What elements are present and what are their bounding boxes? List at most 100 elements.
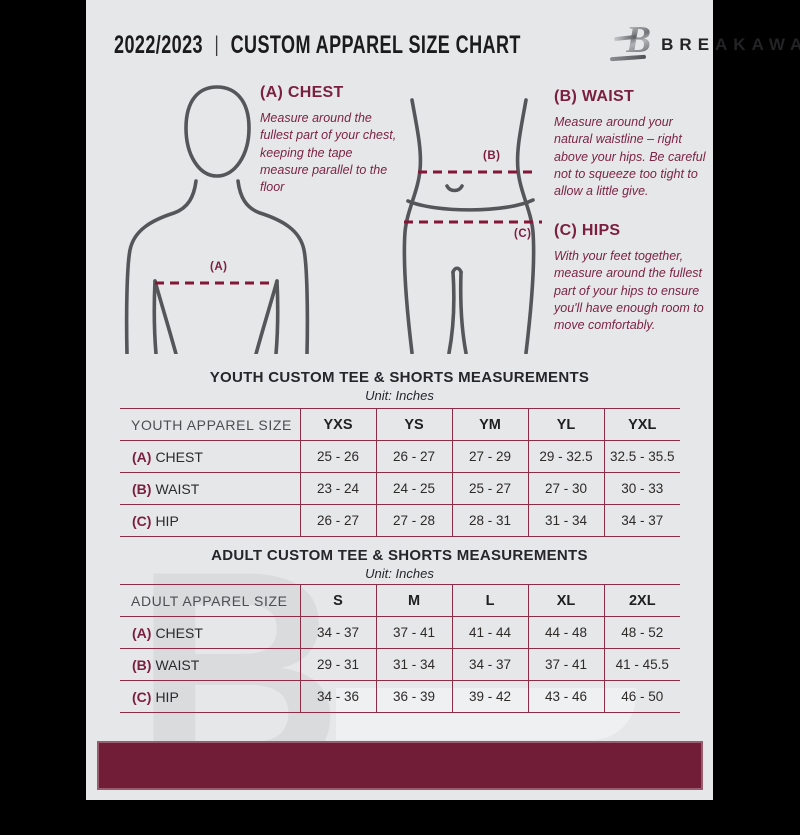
- size-header-xl: XL: [527, 584, 604, 617]
- size-header-m: M: [375, 584, 452, 617]
- lower-body-figure: [402, 98, 542, 354]
- cell: 34 - 37: [299, 616, 376, 649]
- cell: 23 - 24: [299, 472, 376, 505]
- cell: 41 - 44: [451, 616, 528, 649]
- youth-chest-row-label: (A) CHEST: [132, 448, 203, 465]
- cell: 34 - 36: [299, 680, 376, 713]
- waist-guide-body: Measure around your natural waistline – …: [554, 115, 706, 198]
- table-row: (B) WAIST 29 - 31 31 - 34 34 - 37 37 - 41…: [120, 648, 680, 681]
- table-row: (A) CHEST 34 - 37 37 - 41 41 - 44 44 - 48…: [120, 616, 680, 649]
- page-title: 2022/2023 | CUSTOM APPAREL SIZE CHART: [114, 30, 521, 59]
- cell: 30 - 33: [603, 472, 680, 505]
- chest-guide: (A) CHEST Measure around the fullest par…: [260, 84, 402, 196]
- head-outline: [184, 85, 251, 178]
- waist-guide-heading: (B) WAIST: [554, 88, 635, 105]
- hip-curve: [406, 198, 535, 212]
- cell: 43 - 46: [527, 680, 604, 713]
- cell: 39 - 42: [451, 680, 528, 713]
- waist-guide: (B) WAIST Measure around your natural wa…: [554, 88, 710, 200]
- cell: 27 - 30: [527, 472, 604, 505]
- adult-size-table: ADULT APPAREL SIZE S M L XL 2XL (A) CHEST…: [120, 584, 680, 713]
- brand-name: BREAKAWAY: [661, 35, 800, 54]
- cell: 37 - 41: [527, 648, 604, 681]
- adult-size-column-header: ADULT APPAREL SIZE: [131, 592, 288, 609]
- left-inner-leg: [447, 270, 456, 354]
- cell: 37 - 41: [375, 616, 452, 649]
- chest-guide-body: Measure around the fullest part of your …: [260, 111, 397, 194]
- left-inner-arm: [153, 279, 178, 354]
- size-header-yl: YL: [527, 408, 604, 441]
- cell: 26 - 27: [375, 440, 452, 473]
- cell: 48 - 52: [603, 616, 680, 649]
- left-hip-leg-outline: [402, 98, 423, 354]
- breakaway-logo-icon: B: [610, 19, 652, 66]
- youth-waist-row-label: (B) WAIST: [132, 480, 200, 497]
- cell: 29 - 31: [299, 648, 376, 681]
- size-header-2xl: 2XL: [603, 584, 680, 617]
- size-header-l: L: [451, 584, 528, 617]
- size-header-yxs: YXS: [299, 408, 376, 441]
- youth-section-title: YOUTH CUSTOM TEE & SHORTS MEASUREMENTS: [209, 369, 590, 386]
- adult-unit-label: Unit: Inches: [365, 566, 434, 581]
- size-header-ys: YS: [375, 408, 452, 441]
- document-header: 2022/2023 | CUSTOM APPAREL SIZE CHART B …: [114, 21, 800, 66]
- cell: 27 - 29: [451, 440, 528, 473]
- youth-header-row: YOUTH APPAREL SIZE YXS YS YM YL YXL: [120, 408, 680, 441]
- title-text: CUSTOM APPAREL SIZE CHART: [230, 30, 521, 59]
- chest-guide-heading: (A) CHEST: [260, 84, 344, 101]
- youth-size-table: YOUTH APPAREL SIZE YXS YS YM YL YXL (A) C…: [120, 408, 680, 537]
- hips-guide-body: With your feet together, measure around …: [554, 249, 704, 332]
- title-divider: |: [214, 32, 220, 57]
- youth-hip-row-label: (C) HIP: [132, 512, 179, 529]
- cell: 25 - 26: [299, 440, 376, 473]
- diagram-label-waist: (B): [483, 150, 501, 162]
- diagram-label-chest: (A): [210, 261, 228, 273]
- adult-chest-row-label: (A) CHEST: [132, 624, 203, 641]
- adult-section-title: ADULT CUSTOM TEE & SHORTS MEASUREMENTS: [211, 547, 588, 564]
- size-header-yxl: YXL: [603, 408, 680, 441]
- cell: 28 - 31: [451, 504, 528, 537]
- right-inner-leg: [458, 270, 468, 354]
- table-row: (C) HIP 26 - 27 27 - 28 28 - 31 31 - 34 3…: [120, 504, 680, 537]
- cell: 29 - 32.5: [527, 440, 604, 473]
- right-inner-arm: [254, 279, 279, 354]
- cell: 34 - 37: [603, 504, 680, 537]
- adult-header-row: ADULT APPAREL SIZE S M L XL 2XL: [120, 584, 680, 617]
- navel-mark: [445, 184, 464, 193]
- cell: 32.5 - 35.5: [603, 440, 680, 473]
- size-header-ym: YM: [451, 408, 528, 441]
- brand-block: B BREAKAWAY: [610, 19, 800, 66]
- edition-label: 2022/2023: [114, 30, 203, 59]
- hips-guide: (C) HIPS With your feet together, measur…: [554, 222, 708, 334]
- right-hip-leg-outline: [515, 98, 536, 354]
- table-row: (C) HIP 34 - 36 36 - 39 39 - 42 43 - 46 4…: [120, 680, 680, 713]
- youth-unit-label: Unit: Inches: [365, 388, 434, 403]
- cell: 44 - 48: [527, 616, 604, 649]
- diagram-label-hips: (C): [514, 228, 532, 240]
- youth-size-column-header: YOUTH APPAREL SIZE: [131, 416, 292, 433]
- table-row: (A) CHEST 25 - 26 26 - 27 27 - 29 29 - 32…: [120, 440, 680, 473]
- cell: 24 - 25: [375, 472, 452, 505]
- left-shoulder-arm: [124, 179, 198, 354]
- size-chart-document: B 2022/2023 | CUSTOM APPAREL SIZE CHART …: [86, 0, 800, 818]
- cell: 31 - 34: [375, 648, 452, 681]
- footer-accent-bar: [97, 741, 703, 790]
- hips-guide-heading: (C) HIPS: [554, 222, 621, 239]
- right-torso-side: [274, 279, 280, 354]
- table-row: (B) WAIST 23 - 24 24 - 25 25 - 27 27 - 30…: [120, 472, 680, 505]
- adult-waist-row-label: (B) WAIST: [132, 656, 200, 673]
- cell: 36 - 39: [375, 680, 452, 713]
- adult-hip-row-label: (C) HIP: [132, 688, 179, 705]
- size-header-s: S: [299, 584, 376, 617]
- cell: 41 - 45.5: [603, 648, 680, 681]
- cell: 27 - 28: [375, 504, 452, 537]
- left-torso-side: [152, 279, 158, 354]
- cell: 26 - 27: [299, 504, 376, 537]
- logo-letter: B: [625, 19, 652, 61]
- cell: 46 - 50: [603, 680, 680, 713]
- cell: 25 - 27: [451, 472, 528, 505]
- upper-body-figure: [124, 85, 310, 354]
- right-shoulder-arm: [236, 179, 310, 354]
- cell: 34 - 37: [451, 648, 528, 681]
- cell: 31 - 34: [527, 504, 604, 537]
